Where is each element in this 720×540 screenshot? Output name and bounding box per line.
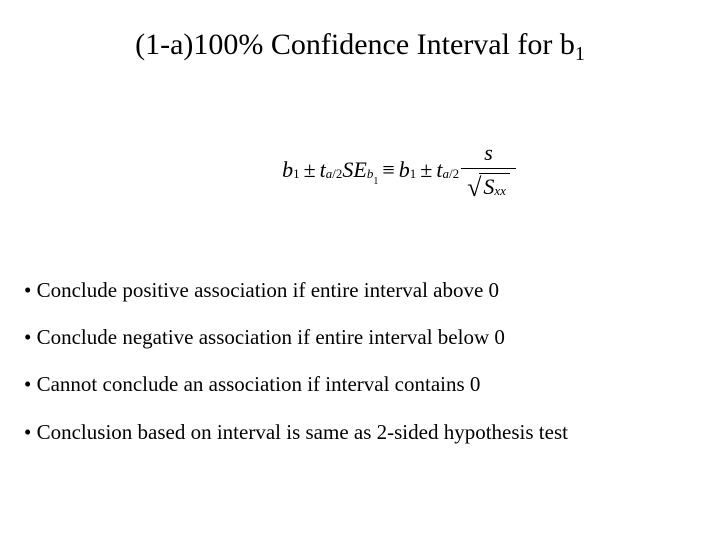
equiv-symbol: ≡: [378, 157, 398, 183]
sub-b1: b1: [367, 166, 379, 182]
bullet-item: Conclude positive association if entire …: [24, 278, 696, 303]
slide-title: (1-a)100% Confidence Interval for b1: [24, 28, 696, 62]
radical-sign: √: [467, 175, 481, 202]
sub-1: 1: [293, 166, 300, 182]
plus-minus-2: ±: [416, 157, 436, 183]
bullet-item: Conclude negative association if entire …: [24, 325, 696, 350]
beta-symbol: b: [560, 28, 575, 61]
radicand: Sxx: [479, 173, 510, 200]
sub-alpha: a/2: [326, 166, 343, 182]
var-b: b: [282, 157, 293, 183]
slide-container: (1-a)100% Confidence Interval for b1 b1 …: [0, 0, 720, 540]
title-mid: )100% Confidence Interval for: [183, 28, 560, 61]
title-prefix: (1-: [135, 28, 170, 61]
sub-1-2: 1: [410, 166, 417, 182]
plus-minus: ±: [300, 157, 320, 183]
bullet-item: Conclusion based on interval is same as …: [24, 420, 696, 445]
denominator: √ Sxx: [461, 168, 516, 200]
var-b-2: b: [399, 157, 410, 183]
title-subscript: 1: [575, 43, 585, 65]
fraction: s √ Sxx: [461, 140, 516, 200]
bullet-list: Conclude positive association if entire …: [24, 278, 696, 445]
var-SE: SE: [342, 157, 366, 183]
sub-alpha-2: a/2: [442, 166, 459, 182]
formula-region: b1 ± ta/2 SEb1 ≡ b1 ± ta/2 s √ Sxx: [104, 140, 696, 200]
alpha-symbol: a: [170, 28, 183, 61]
sqrt: √ Sxx: [467, 173, 510, 200]
bullet-item: Cannot conclude an association if interv…: [24, 372, 696, 397]
confidence-interval-formula: b1 ± ta/2 SEb1 ≡ b1 ± ta/2 s √ Sxx: [282, 140, 518, 200]
numerator: s: [478, 140, 499, 168]
